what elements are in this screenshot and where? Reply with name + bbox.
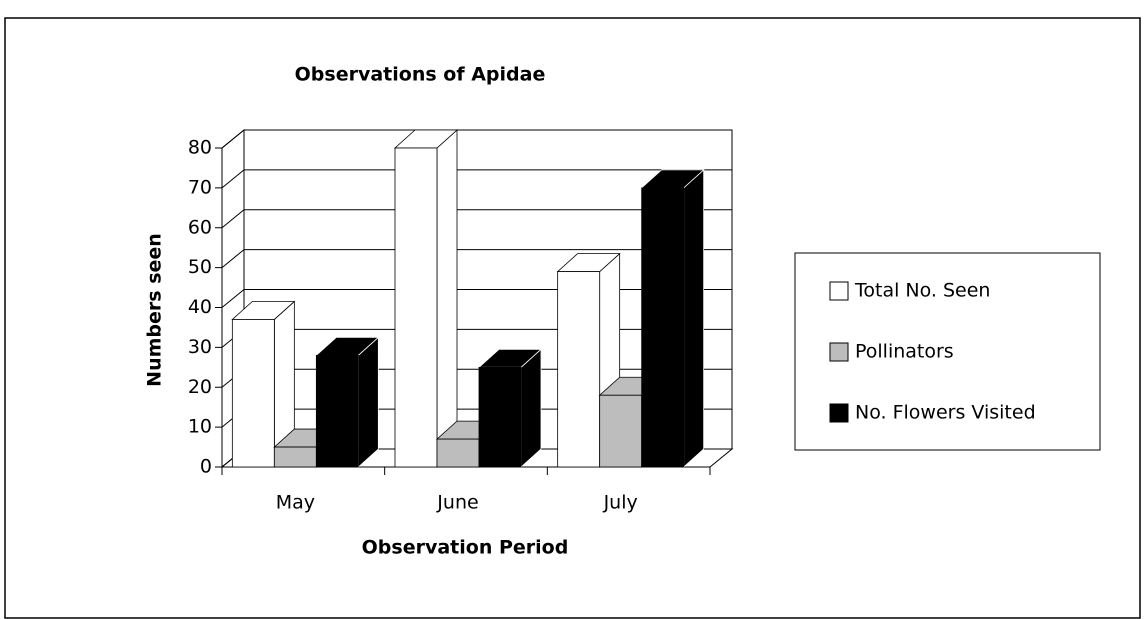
y-tick-label: 0 bbox=[200, 456, 212, 478]
y-tick-label: 60 bbox=[188, 216, 212, 238]
bar-face bbox=[436, 129, 458, 468]
bar-face bbox=[599, 394, 643, 468]
y-tick-label: 10 bbox=[188, 416, 212, 438]
y-tick-label: 70 bbox=[188, 176, 212, 198]
bar bbox=[231, 300, 296, 468]
bar-face bbox=[394, 147, 438, 468]
grid-line bbox=[221, 289, 245, 308]
legend-label: Total No. Seen bbox=[854, 280, 990, 302]
bar bbox=[477, 348, 543, 468]
legend-label: Pollinators bbox=[855, 341, 954, 363]
legend-swatch bbox=[829, 342, 849, 362]
bar-face bbox=[436, 438, 480, 468]
y-tick-label: 30 bbox=[188, 336, 212, 358]
bar-face bbox=[357, 336, 379, 468]
bar-face bbox=[273, 446, 317, 468]
bar-face bbox=[315, 354, 359, 468]
grid-line bbox=[221, 129, 245, 149]
x-tick-label: July bbox=[603, 492, 638, 514]
y-tick-label: 40 bbox=[188, 296, 212, 318]
y-tick-label: 20 bbox=[188, 376, 212, 398]
grid-line bbox=[221, 249, 245, 269]
bar bbox=[393, 129, 459, 468]
x-tick-label: May bbox=[276, 492, 315, 514]
y-tick-label: 50 bbox=[188, 256, 212, 278]
bar-face bbox=[478, 366, 522, 468]
y-axis-label: Numbers seen bbox=[144, 233, 166, 387]
legend-swatch bbox=[829, 403, 849, 423]
bar bbox=[315, 336, 380, 468]
bar-face bbox=[557, 271, 601, 468]
bar-face bbox=[520, 348, 542, 468]
legend-label: No. Flowers Visited bbox=[855, 402, 1036, 424]
y-tick-label: 80 bbox=[188, 137, 212, 159]
bar-face bbox=[231, 319, 275, 468]
grid-line bbox=[221, 169, 245, 189]
x-axis-label: Observation Period bbox=[362, 537, 569, 559]
x-tick-label: June bbox=[436, 492, 478, 514]
chart-title: Observations of Apidae bbox=[295, 64, 546, 86]
legend-swatch bbox=[829, 281, 849, 301]
grid-line bbox=[221, 209, 245, 229]
bar-face bbox=[641, 187, 685, 468]
bar bbox=[640, 168, 705, 468]
bar-face bbox=[683, 168, 705, 468]
